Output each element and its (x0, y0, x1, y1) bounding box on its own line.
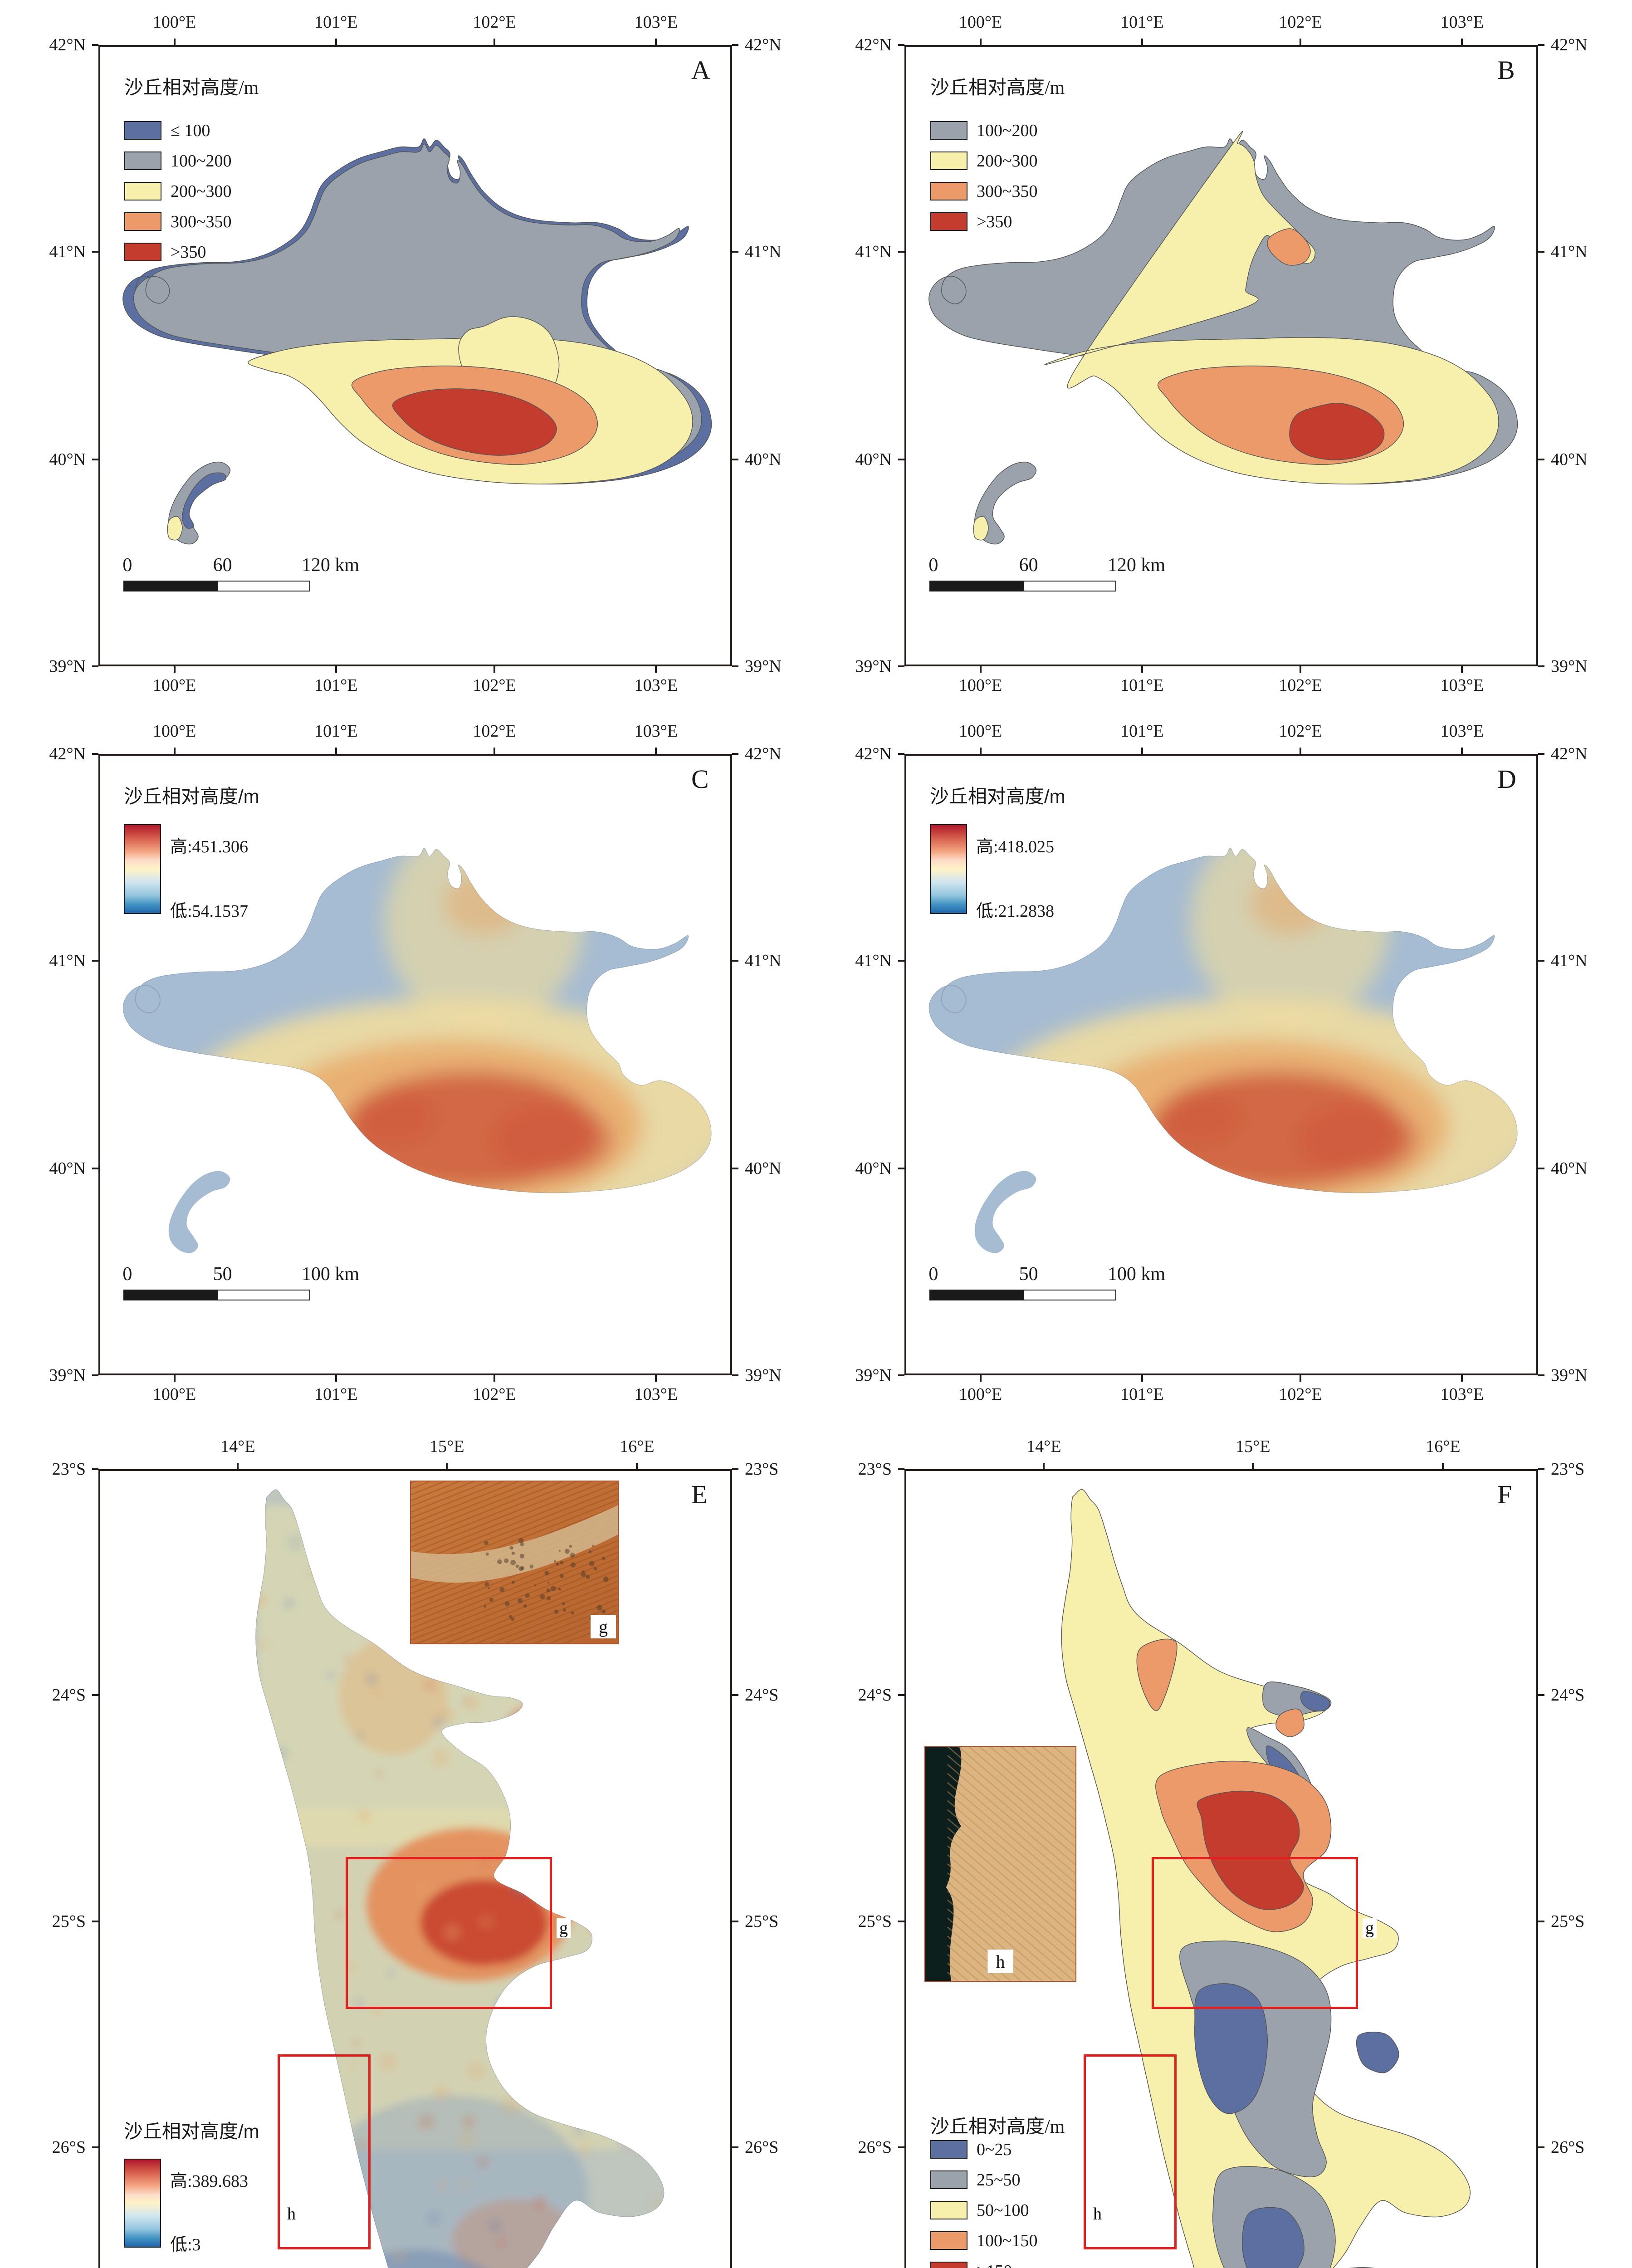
svg-text:g: g (599, 1617, 608, 1637)
svg-text:h: h (996, 1951, 1005, 1972)
